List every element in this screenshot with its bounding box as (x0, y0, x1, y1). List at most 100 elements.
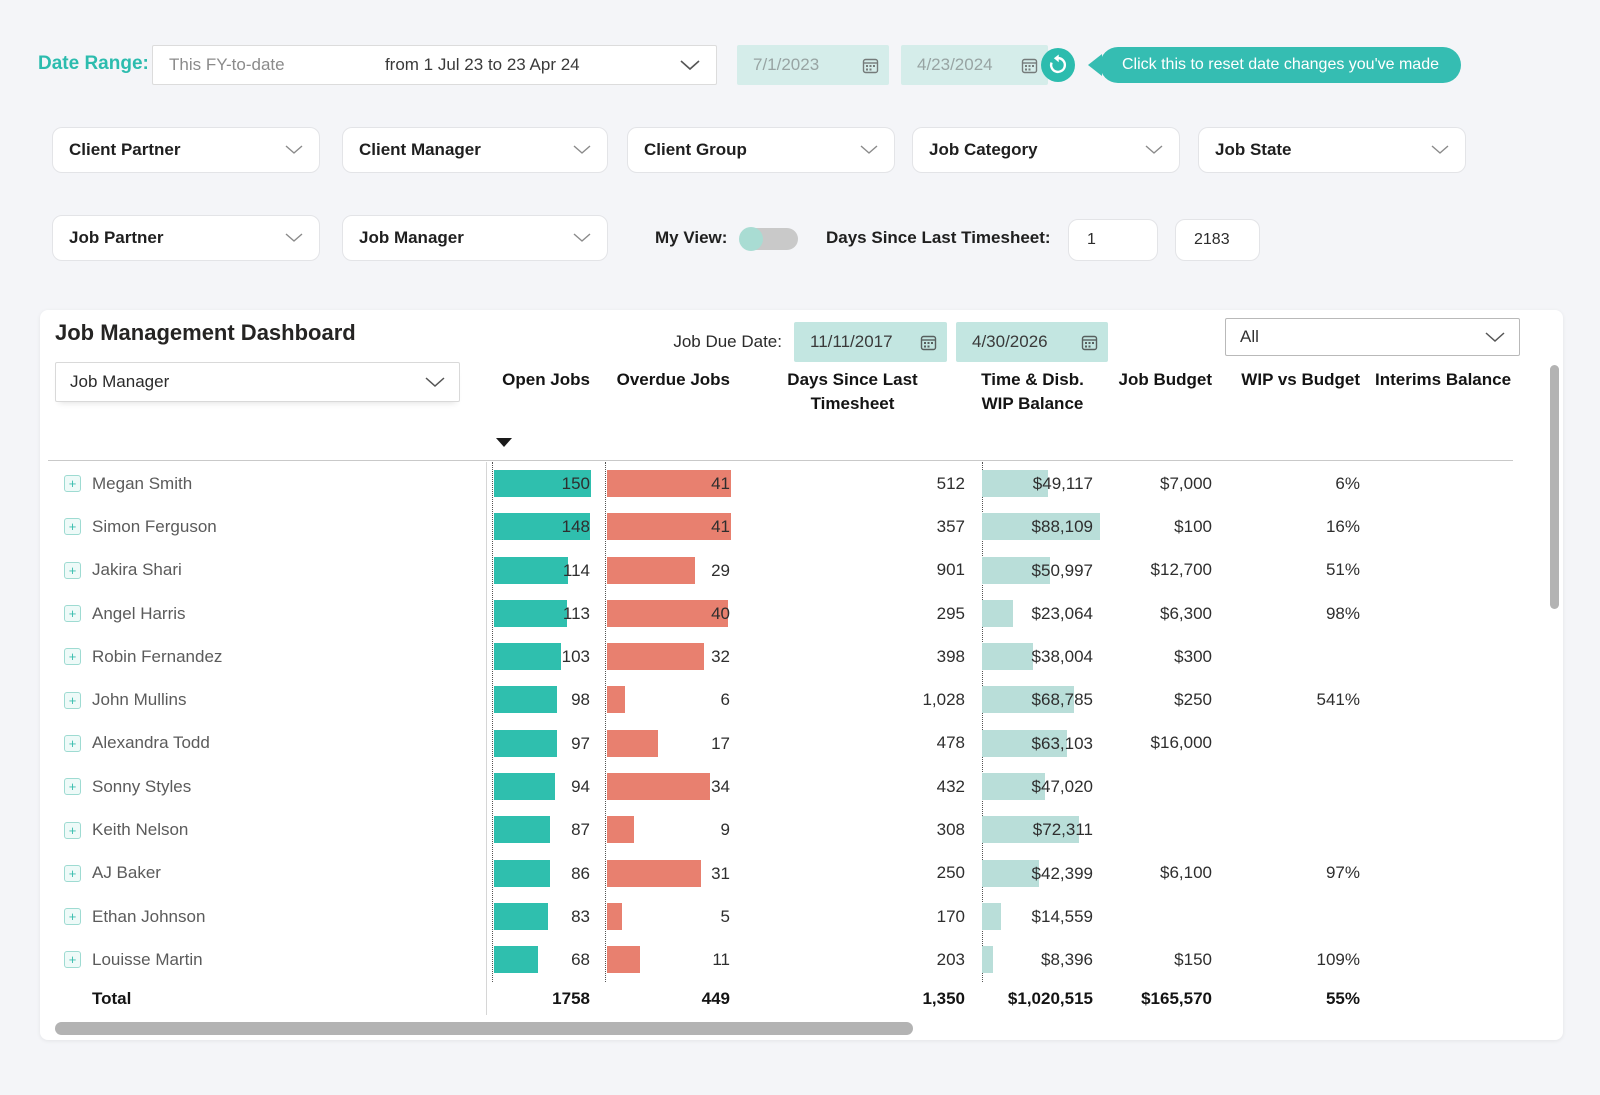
overdue-jobs-cell[interactable]: 29 (600, 549, 740, 592)
expand-plus-icon[interactable]: + (64, 778, 81, 795)
column-header-wip-balance[interactable]: Time & Disb. WIP Balance (965, 368, 1100, 416)
wip-balance-cell[interactable]: $50,997 (965, 549, 1100, 592)
overdue-jobs-cell[interactable]: 40 (600, 592, 740, 635)
overdue-jobs-cell[interactable]: 41 (600, 462, 740, 505)
table-row[interactable]: + Simon Ferguson 148 41 357 $88,109 $100… (40, 505, 1540, 548)
overdue-jobs-cell[interactable]: 17 (600, 722, 740, 765)
start-date-input[interactable]: 7/1/2023 (737, 45, 889, 85)
column-header-days-since[interactable]: Days Since Last Timesheet (740, 368, 965, 416)
expand-plus-icon[interactable]: + (64, 518, 81, 535)
column-header-interims-balance[interactable]: Interims Balance (1360, 368, 1540, 416)
sort-descending-icon[interactable] (496, 438, 512, 447)
table-row[interactable]: + John Mullins 98 6 1,028 $68,785 $250 5… (40, 678, 1540, 721)
calendar-icon[interactable] (862, 57, 879, 74)
reset-dates-button[interactable] (1041, 48, 1075, 82)
open-jobs-cell[interactable]: 86 (486, 852, 600, 895)
open-jobs-cell[interactable]: 68 (486, 938, 600, 981)
expand-plus-icon[interactable]: + (64, 822, 81, 839)
expand-plus-icon[interactable]: + (64, 865, 81, 882)
overdue-jobs-cell[interactable]: 11 (600, 938, 740, 981)
days-since-min-input[interactable]: 1 (1068, 219, 1158, 261)
column-header-open-jobs[interactable]: Open Jobs (486, 368, 600, 416)
wip-balance-value: $23,064 (1032, 592, 1093, 635)
wip-balance-cell[interactable]: $63,103 (965, 722, 1100, 765)
open-jobs-cell[interactable]: 103 (486, 635, 600, 678)
open-jobs-cell[interactable]: 97 (486, 722, 600, 765)
job-due-end-input[interactable]: 4/30/2026 (956, 322, 1108, 362)
filter-label: Job State (1215, 140, 1292, 160)
column-header-overdue-jobs[interactable]: Overdue Jobs (600, 368, 740, 416)
table-row[interactable]: + Angel Harris 113 40 295 $23,064 $6,300… (40, 592, 1540, 635)
column-header-job-budget[interactable]: Job Budget (1100, 368, 1212, 416)
calendar-icon[interactable] (920, 334, 937, 351)
open-jobs-cell[interactable]: 150 (486, 462, 600, 505)
filter-client-partner[interactable]: Client Partner (52, 127, 320, 173)
expand-plus-icon[interactable]: + (64, 735, 81, 752)
job-due-start-input[interactable]: 11/11/2017 (794, 322, 947, 362)
open-jobs-cell[interactable]: 98 (486, 678, 600, 721)
filter-job-category[interactable]: Job Category (912, 127, 1180, 173)
table-row[interactable]: + Jakira Shari 114 29 901 $50,997 $12,70… (40, 549, 1540, 592)
horizontal-scrollbar[interactable] (55, 1022, 913, 1035)
vertical-scrollbar[interactable] (1550, 365, 1559, 609)
wip-vs-budget-value: 6% (1212, 474, 1360, 494)
open-jobs-cell[interactable]: 113 (486, 592, 600, 635)
my-view-toggle[interactable] (740, 228, 798, 250)
overdue-jobs-cell[interactable]: 32 (600, 635, 740, 678)
overdue-jobs-cell[interactable]: 31 (600, 852, 740, 895)
open-jobs-cell[interactable]: 87 (486, 808, 600, 851)
open-jobs-cell[interactable]: 83 (486, 895, 600, 938)
table-row[interactable]: + Megan Smith 150 41 512 $49,117 $7,000 … (40, 462, 1540, 505)
wip-balance-cell[interactable]: $49,117 (965, 462, 1100, 505)
wip-balance-cell[interactable]: $38,004 (965, 635, 1100, 678)
filter-job-partner[interactable]: Job Partner (52, 215, 320, 261)
expand-plus-icon[interactable]: + (64, 648, 81, 665)
open-jobs-cell[interactable]: 94 (486, 765, 600, 808)
wip-balance-cell[interactable]: $72,311 (965, 808, 1100, 851)
end-date-input[interactable]: 4/23/2024 (901, 45, 1048, 85)
overdue-jobs-cell[interactable]: 9 (600, 808, 740, 851)
table-row[interactable]: + Ethan Johnson 83 5 170 $14,559 (40, 895, 1540, 938)
wip-balance-cell[interactable]: $14,559 (965, 895, 1100, 938)
table-row[interactable]: + Louisse Martin 68 11 203 $8,396 $150 1… (40, 938, 1540, 981)
table-row[interactable]: + Sonny Styles 94 34 432 $47,020 (40, 765, 1540, 808)
expand-plus-icon[interactable]: + (64, 908, 81, 925)
table-row[interactable]: + Robin Fernandez 103 32 398 $38,004 $30… (40, 635, 1540, 678)
filter-label: Client Manager (359, 140, 481, 160)
table-row[interactable]: + AJ Baker 86 31 250 $42,399 $6,100 97% (40, 852, 1540, 895)
open-jobs-cell[interactable]: 148 (486, 505, 600, 548)
wip-balance-bar (982, 600, 1013, 627)
calendar-icon[interactable] (1081, 334, 1098, 351)
wip-balance-cell[interactable]: $88,109 (965, 505, 1100, 548)
date-range-preset-dropdown[interactable]: This FY-to-date from 1 Jul 23 to 23 Apr … (152, 45, 717, 85)
expand-plus-icon[interactable]: + (64, 475, 81, 492)
table-row[interactable]: + Keith Nelson 87 9 308 $72,311 (40, 808, 1540, 851)
overdue-jobs-cell[interactable]: 34 (600, 765, 740, 808)
filter-client-manager[interactable]: Client Manager (342, 127, 608, 173)
column-header-wip-vs-budget[interactable]: WIP vs Budget (1212, 368, 1360, 416)
wip-balance-cell[interactable]: $8,396 (965, 938, 1100, 981)
days-since-max-input[interactable]: 2183 (1175, 219, 1260, 261)
overdue-jobs-cell[interactable]: 5 (600, 895, 740, 938)
filter-client-group[interactable]: Client Group (627, 127, 895, 173)
overdue-jobs-cell[interactable]: 6 (600, 678, 740, 721)
expand-plus-icon[interactable]: + (64, 951, 81, 968)
wip-balance-cell[interactable]: $47,020 (965, 765, 1100, 808)
all-filter-dropdown[interactable]: All (1225, 318, 1520, 356)
expand-plus-icon[interactable]: + (64, 692, 81, 709)
table-row[interactable]: + Alexandra Todd 97 17 478 $63,103 $16,0… (40, 722, 1540, 765)
reset-tooltip[interactable]: Click this to reset date changes you've … (1100, 47, 1461, 83)
calendar-icon[interactable] (1021, 57, 1038, 74)
expand-plus-icon[interactable]: + (64, 605, 81, 622)
filter-label: Job Partner (69, 228, 163, 248)
expand-plus-icon[interactable]: + (64, 562, 81, 579)
days-since-value: 295 (740, 604, 965, 624)
open-jobs-cell[interactable]: 114 (486, 549, 600, 592)
wip-balance-cell[interactable]: $68,785 (965, 678, 1100, 721)
filter-job-manager[interactable]: Job Manager (342, 215, 608, 261)
filter-job-state[interactable]: Job State (1198, 127, 1466, 173)
open-jobs-value: 87 (571, 808, 590, 851)
overdue-jobs-cell[interactable]: 41 (600, 505, 740, 548)
wip-balance-cell[interactable]: $23,064 (965, 592, 1100, 635)
wip-balance-cell[interactable]: $42,399 (965, 852, 1100, 895)
